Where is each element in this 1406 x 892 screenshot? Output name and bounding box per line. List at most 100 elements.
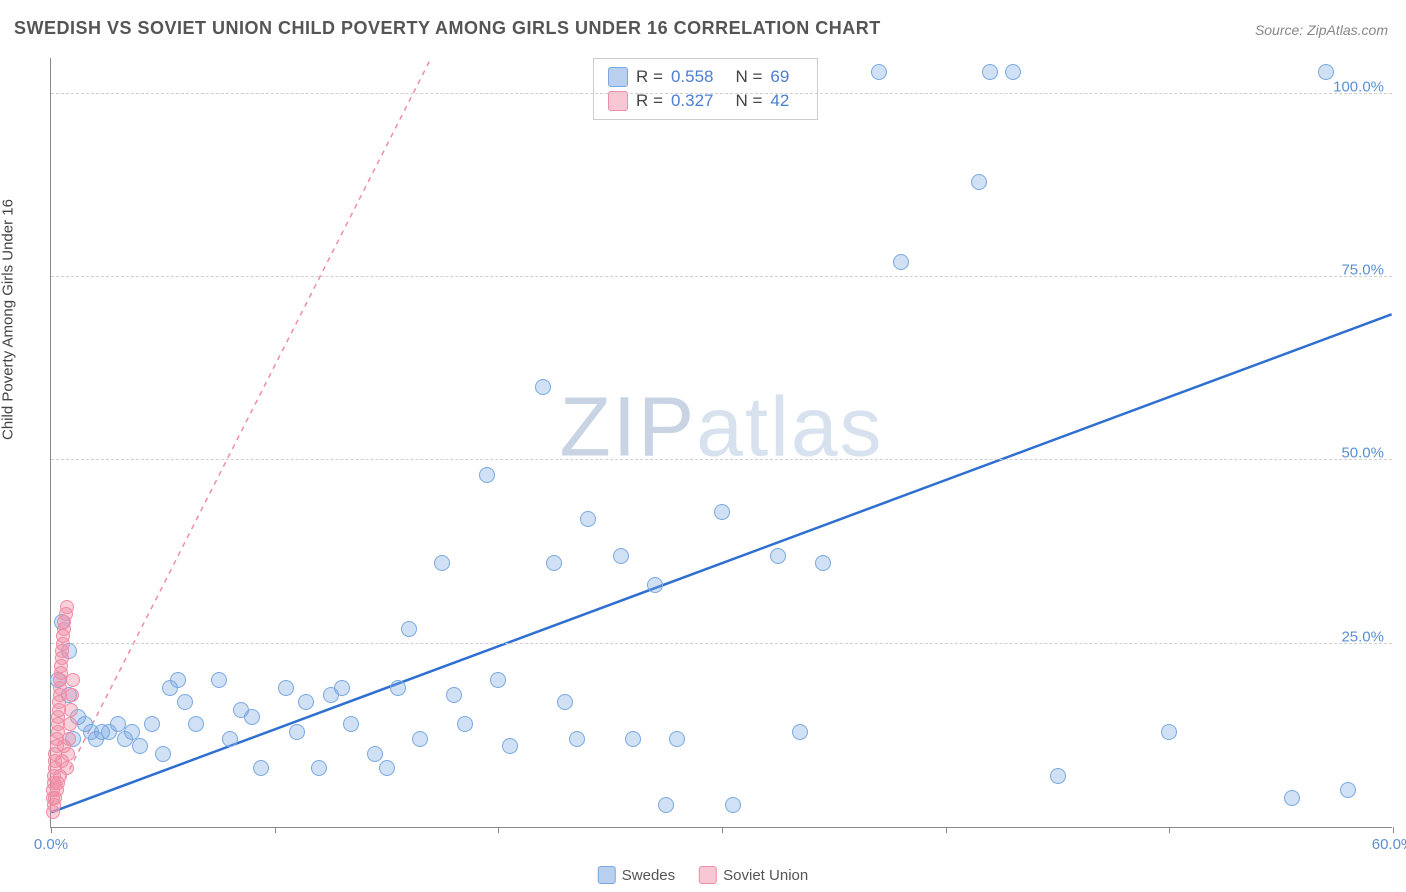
chart-title: SWEDISH VS SOVIET UNION CHILD POVERTY AM… [14, 18, 881, 39]
scatter-point [222, 731, 238, 747]
scatter-point [479, 467, 495, 483]
info-row-swedes: R = 0.558 N = 69 [608, 65, 803, 89]
scatter-point [63, 717, 77, 731]
scatter-point [379, 760, 395, 776]
scatter-point [60, 600, 74, 614]
x-tick [51, 827, 52, 833]
gridline [51, 276, 1392, 277]
scatter-point [367, 746, 383, 762]
scatter-point [244, 709, 260, 725]
legend-label: Swedes [622, 867, 675, 884]
correlation-info-box: R = 0.558 N = 69 R = 0.327 N = 42 [593, 58, 818, 120]
scatter-point [502, 738, 518, 754]
scatter-point [188, 716, 204, 732]
scatter-point [546, 555, 562, 571]
scatter-point [390, 680, 406, 696]
scatter-point [1284, 790, 1300, 806]
scatter-point [434, 555, 450, 571]
scatter-point [457, 716, 473, 732]
x-tick-label: 0.0% [34, 836, 68, 853]
scatter-point [982, 64, 998, 80]
scatter-point [871, 64, 887, 80]
scatter-point [55, 754, 69, 768]
scatter-point [893, 254, 909, 270]
scatter-point [53, 769, 67, 783]
legend-item-swedes: Swedes [598, 866, 675, 884]
scatter-point [714, 504, 730, 520]
scatter-point [253, 760, 269, 776]
scatter-point [770, 548, 786, 564]
scatter-point [412, 731, 428, 747]
scatter-point [725, 797, 741, 813]
scatter-point [155, 746, 171, 762]
scatter-point [1050, 768, 1066, 784]
n-label: N = [735, 91, 762, 111]
scatter-point [124, 724, 140, 740]
scatter-point [132, 738, 148, 754]
x-tick [1169, 827, 1170, 833]
gridline [51, 93, 1392, 94]
scatter-point [669, 731, 685, 747]
scatter-plot: ZIPatlas R = 0.558 N = 69 R = 0.327 N = … [50, 58, 1392, 828]
x-tick [275, 827, 276, 833]
scatter-point [647, 577, 663, 593]
scatter-point [490, 672, 506, 688]
r-value: 0.558 [671, 67, 714, 87]
scatter-point [557, 694, 573, 710]
x-tick [1393, 827, 1394, 833]
y-axis-label: Child Poverty Among Girls Under 16 [0, 199, 17, 440]
scatter-point [580, 511, 596, 527]
scatter-point [66, 673, 80, 687]
watermark: ZIPatlas [559, 379, 883, 476]
r-label: R = [636, 91, 663, 111]
scatter-point [792, 724, 808, 740]
scatter-point [144, 716, 160, 732]
scatter-point [1005, 64, 1021, 80]
y-tick-label: 75.0% [1341, 262, 1384, 279]
legend-label: Soviet Union [723, 867, 808, 884]
scatter-point [569, 731, 585, 747]
scatter-point [65, 688, 79, 702]
scatter-point [343, 716, 359, 732]
n-value: 69 [770, 67, 789, 87]
x-tick-label: 60.0% [1372, 836, 1406, 853]
n-label: N = [735, 67, 762, 87]
n-value: 42 [770, 91, 789, 111]
scatter-point [658, 797, 674, 813]
swatch-icon [608, 67, 628, 87]
scatter-point [401, 621, 417, 637]
swatch-icon [699, 866, 717, 884]
gridline [51, 643, 1392, 644]
x-tick [498, 827, 499, 833]
scatter-point [613, 548, 629, 564]
x-tick [946, 827, 947, 833]
legend: Swedes Soviet Union [598, 866, 808, 884]
scatter-point [971, 174, 987, 190]
scatter-point [298, 694, 314, 710]
y-tick-label: 50.0% [1341, 445, 1384, 462]
scatter-point [57, 739, 71, 753]
legend-item-soviet: Soviet Union [699, 866, 808, 884]
scatter-point [170, 672, 186, 688]
scatter-point [278, 680, 294, 696]
scatter-point [625, 731, 641, 747]
scatter-point [64, 703, 78, 717]
scatter-point [446, 687, 462, 703]
scatter-point [334, 680, 350, 696]
x-tick [722, 827, 723, 833]
scatter-point [311, 760, 327, 776]
swatch-icon [608, 91, 628, 111]
scatter-point [1340, 782, 1356, 798]
gridline [51, 459, 1392, 460]
scatter-point [535, 379, 551, 395]
y-tick-label: 100.0% [1333, 78, 1384, 95]
y-tick-label: 25.0% [1341, 628, 1384, 645]
scatter-point [211, 672, 227, 688]
r-value: 0.327 [671, 91, 714, 111]
scatter-point [1161, 724, 1177, 740]
source-label: Source: ZipAtlas.com [1255, 22, 1388, 38]
scatter-point [815, 555, 831, 571]
scatter-point [1318, 64, 1334, 80]
scatter-point [289, 724, 305, 740]
scatter-point [177, 694, 193, 710]
